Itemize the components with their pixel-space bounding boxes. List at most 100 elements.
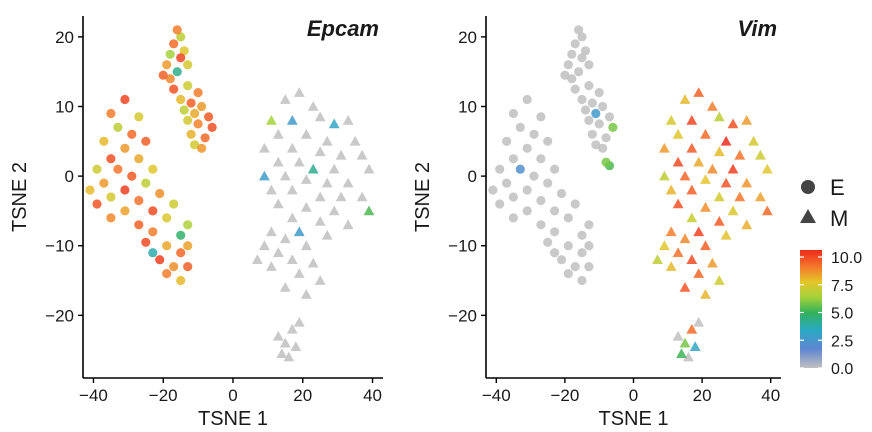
point-circle xyxy=(148,164,158,174)
point-triangle xyxy=(328,118,340,129)
point-circle xyxy=(536,195,546,206)
y-tick-label: 20 xyxy=(458,28,477,47)
point-triangle xyxy=(720,229,732,240)
point-circle xyxy=(190,140,200,150)
point-circle xyxy=(570,262,580,272)
point-triangle xyxy=(686,323,698,334)
point-circle xyxy=(522,206,532,216)
point-circle xyxy=(502,136,512,146)
point-triangle xyxy=(272,247,284,257)
point-circle xyxy=(200,133,210,143)
y-tick-label: 0 xyxy=(468,167,477,186)
colorbar-ticks: 10.0 7.5 5.0 2.5 0.0 xyxy=(800,250,862,378)
point-circle xyxy=(197,101,207,112)
point-triangle xyxy=(328,205,340,216)
point-circle xyxy=(529,129,539,139)
point-circle xyxy=(158,70,168,80)
point-circle xyxy=(179,105,189,115)
y-tick-label: −20 xyxy=(45,306,74,325)
point-triangle xyxy=(700,128,711,139)
x-tick-label: −20 xyxy=(149,386,178,405)
point-circle xyxy=(536,154,546,164)
point-triangle xyxy=(755,191,766,202)
point-circle xyxy=(584,220,594,230)
point-triangle xyxy=(342,115,354,125)
point-triangle xyxy=(279,337,291,348)
point-triangle xyxy=(314,216,326,226)
point-circle xyxy=(169,262,179,272)
point-triangle xyxy=(286,142,298,153)
x-tick-label: 40 xyxy=(363,386,382,405)
point-circle xyxy=(536,112,546,122)
point-triangle xyxy=(286,254,298,264)
point-triangle xyxy=(286,323,298,334)
point-circle xyxy=(113,122,123,132)
point-triangle xyxy=(720,135,732,146)
point-triangle xyxy=(363,205,375,216)
point-circle xyxy=(186,98,196,108)
point-triangle xyxy=(679,170,691,181)
point-triangle xyxy=(700,174,711,184)
x-tick-label: 40 xyxy=(761,386,780,405)
point-circle xyxy=(580,105,591,115)
point-triangle xyxy=(672,156,684,167)
point-circle xyxy=(183,60,193,70)
point-triangle xyxy=(741,115,753,125)
point-circle xyxy=(495,199,505,209)
point-circle xyxy=(584,115,594,125)
point-circle xyxy=(99,178,109,188)
point-triangle xyxy=(679,94,691,104)
point-circle xyxy=(567,74,577,84)
point-triangle xyxy=(686,142,698,153)
point-triangle xyxy=(259,142,270,153)
point-circle xyxy=(179,46,189,56)
y-tick-label: 10 xyxy=(55,98,74,117)
point-triangle xyxy=(266,226,277,237)
point-circle xyxy=(584,262,594,272)
point-circle xyxy=(120,206,130,216)
point-circle xyxy=(148,227,158,237)
point-circle xyxy=(577,248,587,258)
point-triangle xyxy=(700,289,711,299)
point-triangle xyxy=(713,216,725,226)
point-circle xyxy=(550,164,560,174)
point-triangle xyxy=(363,163,375,174)
point-circle xyxy=(502,178,512,188)
y-tick-label: 0 xyxy=(65,167,74,186)
colorbar-label: 7.5 xyxy=(831,278,853,295)
point-triangle xyxy=(755,149,766,160)
point-circle xyxy=(207,122,217,132)
point-triangle xyxy=(293,316,305,327)
point-circle xyxy=(577,53,587,63)
point-triangle xyxy=(293,226,305,237)
point-circle xyxy=(169,199,179,209)
x-tick-label: 20 xyxy=(293,386,312,405)
point-circle xyxy=(169,84,179,94)
point-triangle xyxy=(700,240,711,251)
point-triangle xyxy=(693,87,705,97)
point-triangle xyxy=(679,282,691,292)
point-circle xyxy=(92,164,102,174)
point-triangle xyxy=(300,128,312,139)
point-triangle xyxy=(707,101,718,111)
point-circle xyxy=(162,60,172,70)
point-triangle xyxy=(266,115,277,125)
point-circle xyxy=(601,133,611,143)
point-circle xyxy=(106,108,116,119)
point-triangle xyxy=(665,261,677,271)
point-triangle xyxy=(290,341,302,351)
point-triangle xyxy=(693,156,705,167)
y-axis-title: TSNE 2 xyxy=(412,162,434,232)
colorbar-label: 2.5 xyxy=(831,333,853,350)
point-circle xyxy=(85,185,95,195)
point-triangle xyxy=(700,202,711,212)
point-triangle xyxy=(283,351,295,362)
point-circle xyxy=(113,164,123,174)
point-circle xyxy=(522,185,532,195)
point-circle xyxy=(169,39,179,49)
point-circle xyxy=(176,230,186,240)
point-triangle xyxy=(672,198,684,209)
point-circle xyxy=(172,67,182,77)
point-circle xyxy=(204,112,214,122)
point-circle xyxy=(570,84,580,94)
